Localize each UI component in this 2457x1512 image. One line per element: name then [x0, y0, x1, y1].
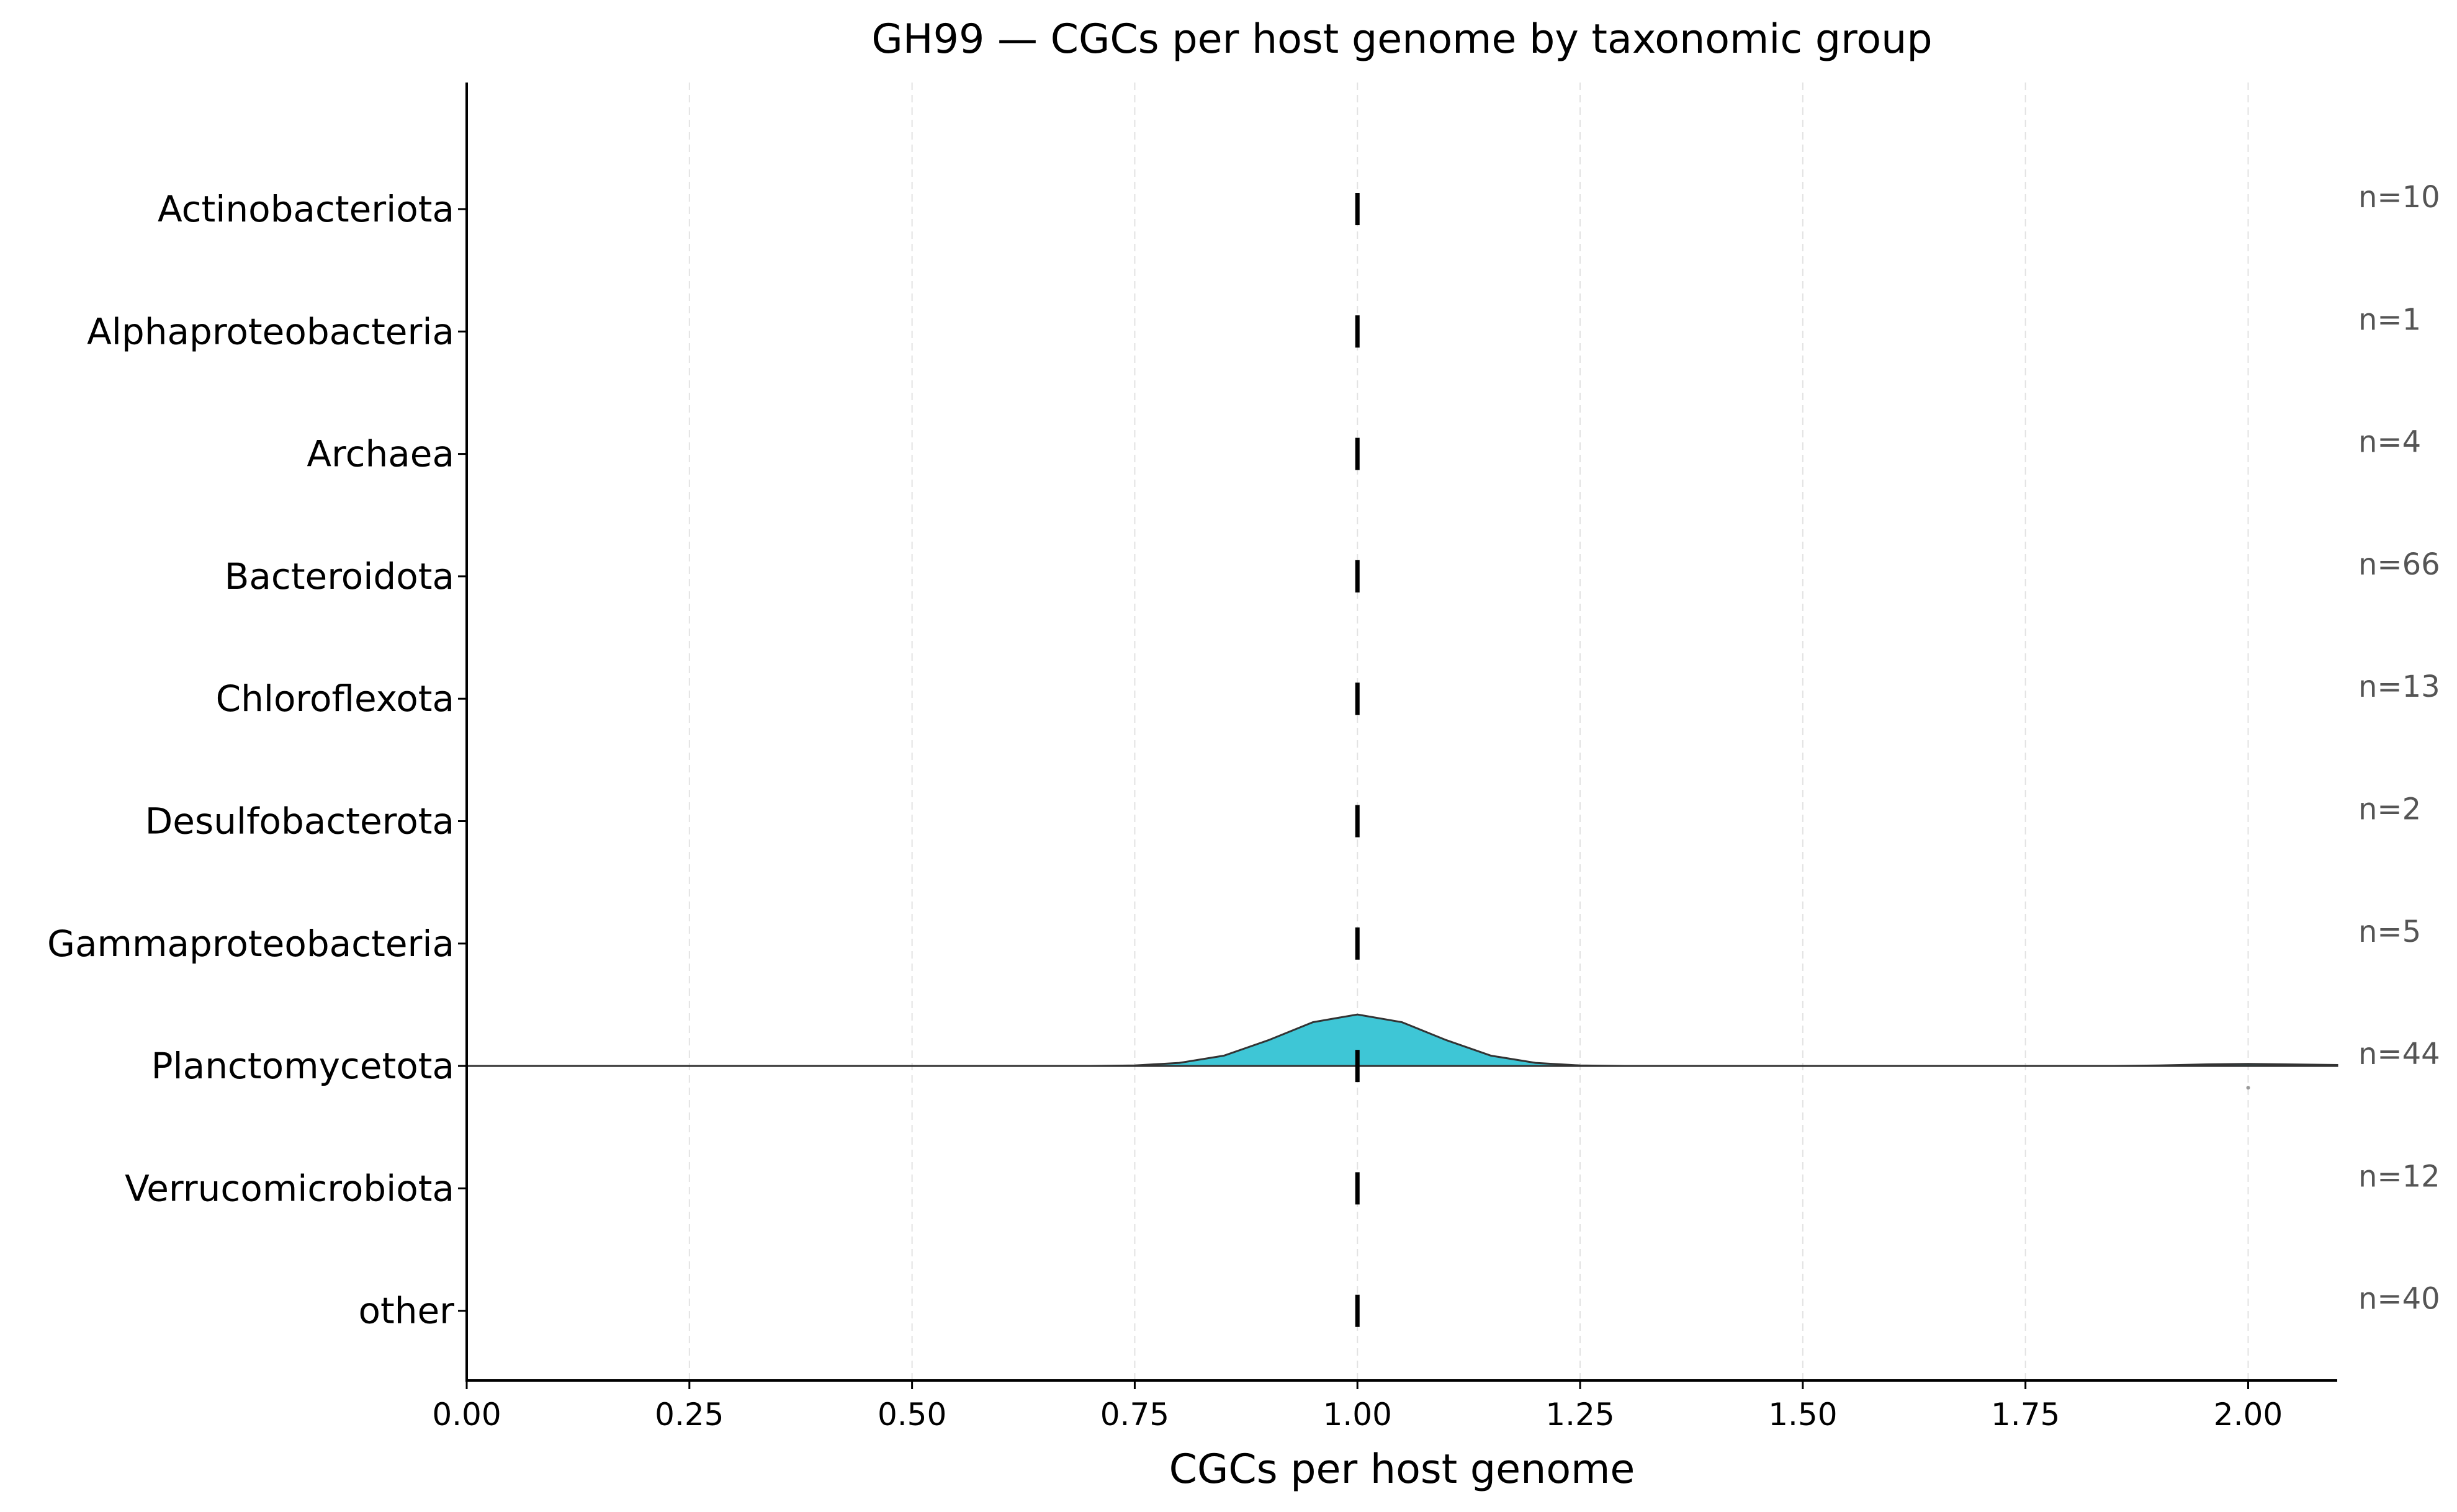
- n-label: n=44: [2358, 1037, 2440, 1071]
- n-label: n=2: [2358, 792, 2421, 827]
- y-tick-label: Verrucomicrobiota: [125, 1167, 454, 1209]
- density-ridge: [467, 1013, 2338, 1067]
- n-label: n=1: [2358, 302, 2421, 337]
- x-tick-label: 0.25: [655, 1397, 724, 1433]
- y-tick-label: Gammaproteobacteria: [47, 923, 454, 965]
- y-tick-label: Chloroflexota: [216, 678, 454, 720]
- outlier-point: [2246, 1086, 2250, 1090]
- y-tick-label: Alphaproteobacteria: [87, 310, 454, 352]
- x-tick-label: 2.00: [2214, 1397, 2283, 1433]
- x-tick-label: 0.75: [1100, 1397, 1169, 1433]
- x-tick-label: 1.75: [1991, 1397, 2060, 1433]
- x-tick-label: 0.00: [432, 1397, 501, 1433]
- n-label: n=4: [2358, 425, 2421, 460]
- x-ticks: 0.00 0.25 0.50 0.75 1.00 1.25 1.50 1.75 2.00: [432, 1380, 2283, 1433]
- y-tick-label: Bacteroidota: [225, 555, 454, 597]
- y-tick-labels: Actinobacteriota Alphaproteobacteria Archa…: [47, 188, 467, 1332]
- n-label: n=40: [2358, 1282, 2440, 1317]
- n-labels: n=10 n=1 n=4 n=66 n=13 n=2 n=5 n=44 n=12 n=40: [2358, 180, 2440, 1317]
- ridges: [467, 193, 2338, 1327]
- x-tick-label: 0.50: [878, 1397, 946, 1433]
- y-tick-label: Actinobacteriota: [158, 188, 454, 230]
- n-label: n=13: [2358, 669, 2440, 704]
- y-tick-label: other: [358, 1290, 454, 1332]
- n-label: n=5: [2358, 915, 2421, 949]
- y-tick-label: Archaea: [307, 433, 454, 475]
- x-tick-label: 1.50: [1768, 1397, 1837, 1433]
- chart-title: GH99 — CGCs per host genome by taxonomic…: [871, 16, 1932, 63]
- n-label: n=10: [2358, 180, 2440, 215]
- x-axis-label: CGCs per host genome: [1169, 1446, 1635, 1493]
- n-label: n=12: [2358, 1159, 2440, 1194]
- grid-lines: [688, 83, 2249, 1380]
- x-tick-label: 1.00: [1323, 1397, 1392, 1433]
- y-tick-label: Desulfobacterota: [145, 800, 454, 843]
- n-label: n=66: [2358, 547, 2440, 582]
- y-tick-label: Planctomycetota: [151, 1045, 454, 1087]
- x-tick-label: 1.25: [1545, 1397, 1614, 1433]
